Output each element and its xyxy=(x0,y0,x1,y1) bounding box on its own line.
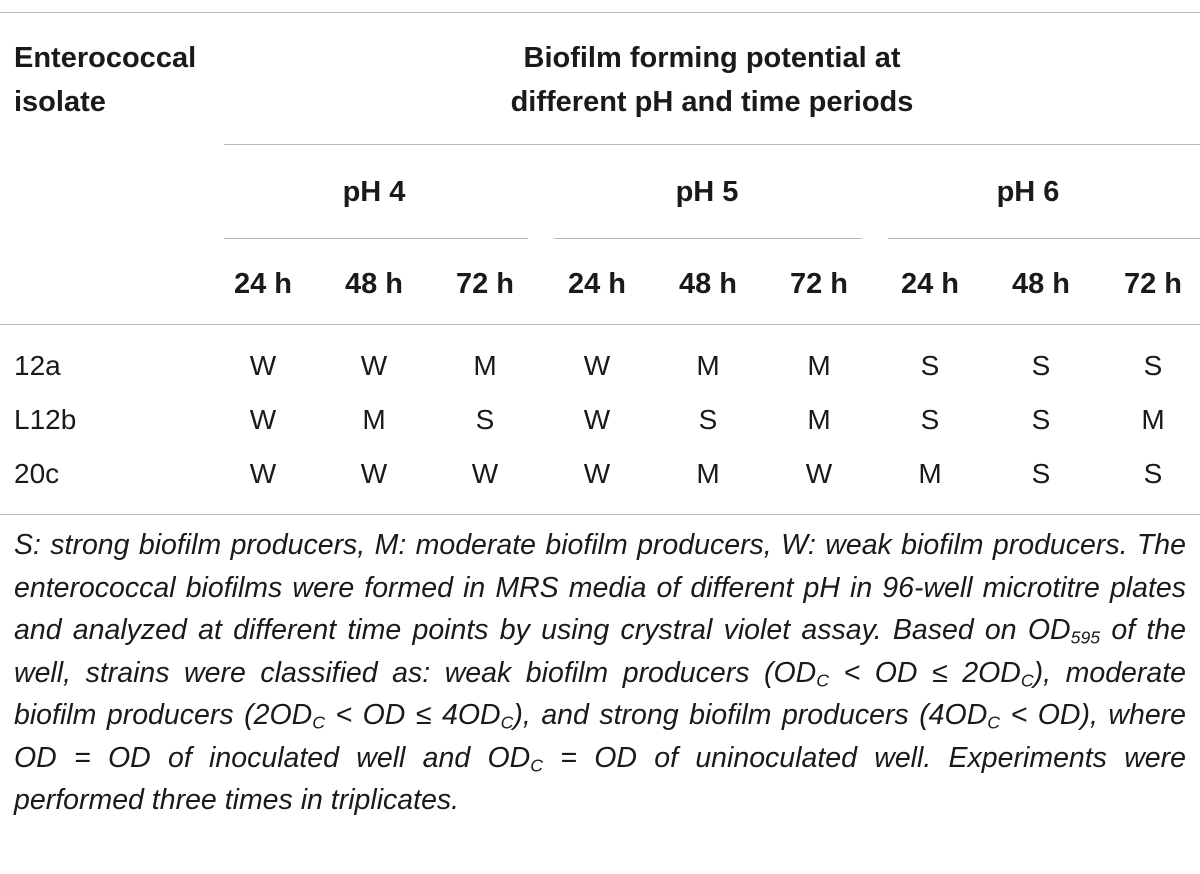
table-cell: S xyxy=(1031,458,1051,489)
footnote-text: ), moderate biofilm producers (2OD xyxy=(14,656,1187,732)
table-cell: S xyxy=(1143,350,1163,381)
ph5-span-rule xyxy=(554,238,862,239)
group-header-line1: Biofilm forming potential at xyxy=(523,42,901,74)
footnote-subscript: 595 xyxy=(1070,627,1101,648)
table-cell: W xyxy=(583,458,611,489)
group-header-rule xyxy=(224,144,1200,145)
footnote-text: S: strong biofilm producers, M: moderate… xyxy=(14,529,1186,646)
ph-header-4: pH 4 xyxy=(342,176,406,208)
row-label-20c: 20c xyxy=(14,458,60,489)
group-header-line2: different pH and time periods xyxy=(510,86,914,118)
table-cell: W xyxy=(249,350,277,381)
footnote-text: < OD), where OD = OD of inoculated well … xyxy=(14,699,1187,774)
table-cell: W xyxy=(583,350,611,381)
time-header-ph5-24h: 24 h xyxy=(567,268,627,300)
table-cell: W xyxy=(583,404,611,435)
table-cell: M xyxy=(807,404,831,435)
table-cell: S xyxy=(698,404,718,435)
isolate-header-line1: Enterococcal xyxy=(14,42,197,74)
isolate-header-line2: isolate xyxy=(14,86,106,118)
table-footnote: S: strong biofilm producers, M: moderate… xyxy=(14,524,1186,822)
table-cell: W xyxy=(471,458,499,489)
biofilm-group-header: Biofilm forming potential at different p… xyxy=(224,36,1200,124)
table-cell: S xyxy=(475,404,495,435)
time-header-ph4-48h: 48 h xyxy=(344,268,404,300)
footnote-text: = OD of uninoculated well. Experiments w… xyxy=(14,741,1186,817)
time-header-ph5-48h: 48 h xyxy=(678,268,738,300)
footnote-text: ), and strong biofilm producers (4OD xyxy=(513,699,988,731)
time-header-ph4-72h: 72 h xyxy=(455,268,515,300)
table-cell: W xyxy=(360,350,388,381)
row-label-12a: 12a xyxy=(14,350,61,381)
isolate-column-header: Enterococcal isolate xyxy=(14,36,196,124)
time-header-ph5-72h: 72 h xyxy=(789,268,849,300)
ph-header-6: pH 6 xyxy=(996,176,1060,208)
time-header-ph6-72h: 72 h xyxy=(1123,268,1183,300)
footnote-subscript: C xyxy=(500,712,514,733)
table-cell: S xyxy=(1031,404,1051,435)
table-cell: M xyxy=(807,350,831,381)
table-cell: S xyxy=(1143,458,1163,489)
table-cell: S xyxy=(1031,350,1051,381)
table-cell: W xyxy=(249,458,277,489)
time-header-ph6-48h: 48 h xyxy=(1011,268,1071,300)
table-cell: M xyxy=(473,350,497,381)
footnote-subscript: C xyxy=(1020,669,1034,690)
row-label-l12b: L12b xyxy=(14,404,77,435)
footnote-text: of the well, strains were classified as:… xyxy=(14,614,1186,689)
table-bottom-rule xyxy=(0,514,1200,515)
table-cell: W xyxy=(360,458,388,489)
table-cell: S xyxy=(920,404,940,435)
time-header-ph4-24h: 24 h xyxy=(233,268,293,300)
footnote-text: < OD ≤ 4OD xyxy=(324,699,501,731)
ph6-span-rule xyxy=(888,238,1200,239)
top-rule xyxy=(0,12,1200,13)
table-cell: M xyxy=(696,350,720,381)
footnote-subscript: C xyxy=(816,669,830,690)
footnote-subscript: C xyxy=(530,754,544,775)
footnote-subscript: C xyxy=(987,712,1001,733)
table-cell: M xyxy=(918,458,942,489)
table-cell: M xyxy=(696,458,720,489)
time-header-ph6-24h: 24 h xyxy=(900,268,960,300)
table-cell: W xyxy=(249,404,277,435)
footnote-text: < OD ≤ 2OD xyxy=(829,656,1021,689)
footnote-subscript: C xyxy=(312,712,325,733)
ph-header-5: pH 5 xyxy=(675,176,739,208)
table-cell: W xyxy=(805,458,833,489)
table-cell: M xyxy=(1141,404,1165,435)
header-bottom-rule xyxy=(0,324,1200,325)
table-cell: M xyxy=(362,404,386,435)
ph4-span-rule xyxy=(224,238,528,239)
table-cell: S xyxy=(920,350,940,381)
